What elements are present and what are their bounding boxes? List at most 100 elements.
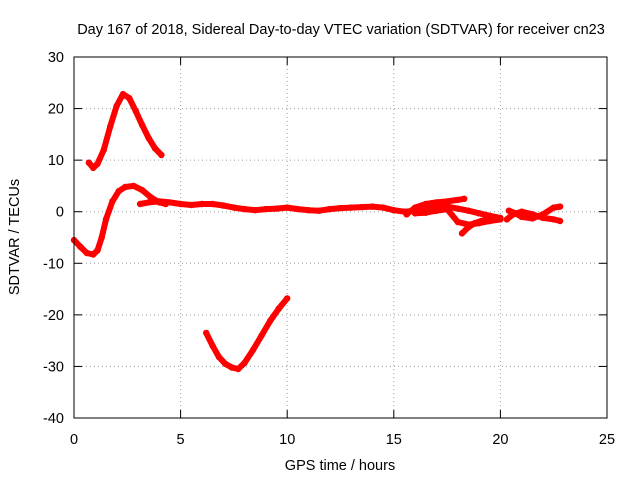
- data-point: [222, 360, 229, 368]
- x-tick-label: 15: [386, 432, 402, 448]
- plot-area: [70, 90, 564, 373]
- data-point: [90, 251, 97, 258]
- y-tick-label: 20: [48, 102, 64, 118]
- data-point: [132, 108, 139, 115]
- data-point: [556, 203, 564, 210]
- y-tick-label: 10: [48, 153, 64, 169]
- data-point: [83, 249, 91, 257]
- x-tick-label: 25: [599, 432, 615, 448]
- data-point: [471, 219, 478, 227]
- data-point: [113, 102, 120, 110]
- data-point: [443, 205, 451, 213]
- x-tick-label: 0: [70, 432, 78, 448]
- data-point: [475, 210, 483, 217]
- data-point: [215, 353, 223, 361]
- data-point: [358, 203, 365, 211]
- data-point: [130, 182, 137, 190]
- data-point: [390, 207, 397, 214]
- data-point: [465, 207, 472, 214]
- data-point: [198, 200, 206, 208]
- data-point: [284, 204, 291, 211]
- data-point: [151, 145, 159, 152]
- y-tick-label: -10: [43, 256, 64, 272]
- data-point: [275, 305, 282, 312]
- data-point: [122, 183, 129, 191]
- data-point: [203, 329, 210, 337]
- data-point: [241, 205, 248, 213]
- data-point: [156, 198, 163, 205]
- data-point: [337, 204, 344, 212]
- data-point: [443, 198, 451, 205]
- data-point: [518, 213, 525, 221]
- data-point: [284, 295, 291, 302]
- data-point: [90, 164, 97, 172]
- data-point: [505, 207, 513, 214]
- data-point: [77, 243, 84, 250]
- data-point: [497, 216, 504, 223]
- series-line-arc-2: [85, 91, 165, 171]
- data-point: [403, 211, 410, 218]
- y-tick-label: 30: [48, 50, 64, 66]
- data-point: [235, 365, 242, 373]
- data-point: [316, 207, 323, 214]
- data-point: [294, 205, 302, 213]
- data-point: [529, 215, 536, 222]
- data-point: [166, 199, 174, 206]
- data-point: [461, 195, 468, 202]
- data-point: [433, 199, 440, 206]
- data-point: [102, 216, 110, 223]
- data-point: [454, 218, 461, 226]
- data-point: [209, 342, 216, 349]
- y-tick-label: -20: [43, 308, 64, 324]
- y-tick-label: -30: [43, 359, 64, 375]
- x-tick-label: 5: [177, 432, 185, 448]
- data-point: [305, 207, 312, 214]
- data-point: [147, 194, 154, 201]
- data-point: [119, 90, 127, 98]
- axis-ticks: 0 5 10 15 20 25 -40 -30 -20 -10 0 10 20 30: [43, 50, 615, 448]
- data-point: [503, 216, 510, 223]
- data-point: [109, 198, 116, 205]
- data-point: [379, 204, 387, 211]
- data-point: [512, 210, 519, 217]
- data-point: [539, 211, 547, 218]
- data-point: [94, 247, 101, 254]
- data-point: [139, 121, 146, 129]
- data-point: [422, 209, 429, 216]
- y-tick-label: 0: [56, 205, 64, 221]
- x-axis-label: GPS time / hours: [285, 458, 395, 474]
- data-point: [230, 204, 238, 211]
- data-point: [228, 364, 235, 371]
- y-axis-label: SDTVAR / TECUs: [7, 179, 23, 295]
- data-point: [411, 204, 419, 211]
- data-point: [465, 224, 472, 231]
- data-point: [115, 187, 123, 195]
- data-point: [94, 160, 101, 167]
- data-point: [266, 317, 274, 325]
- data-point: [252, 207, 259, 214]
- data-point: [107, 123, 114, 130]
- data-point: [411, 210, 419, 217]
- x-tick-label: 10: [279, 432, 295, 448]
- data-point: [258, 332, 265, 339]
- data-point: [241, 359, 248, 366]
- data-point: [478, 217, 485, 225]
- data-point: [458, 230, 466, 237]
- data-point: [145, 134, 152, 142]
- data-point: [262, 205, 270, 213]
- data-point: [550, 204, 557, 211]
- data-point: [136, 200, 144, 208]
- x-tick-label: 20: [492, 432, 508, 448]
- data-point: [100, 146, 108, 153]
- data-point: [98, 234, 105, 241]
- data-point: [550, 216, 557, 223]
- grid: [74, 57, 607, 418]
- data-point: [85, 159, 93, 166]
- data-point: [188, 201, 195, 209]
- data-point: [454, 205, 461, 212]
- data-point: [158, 151, 165, 159]
- data-point: [273, 205, 280, 212]
- data-point: [249, 346, 257, 354]
